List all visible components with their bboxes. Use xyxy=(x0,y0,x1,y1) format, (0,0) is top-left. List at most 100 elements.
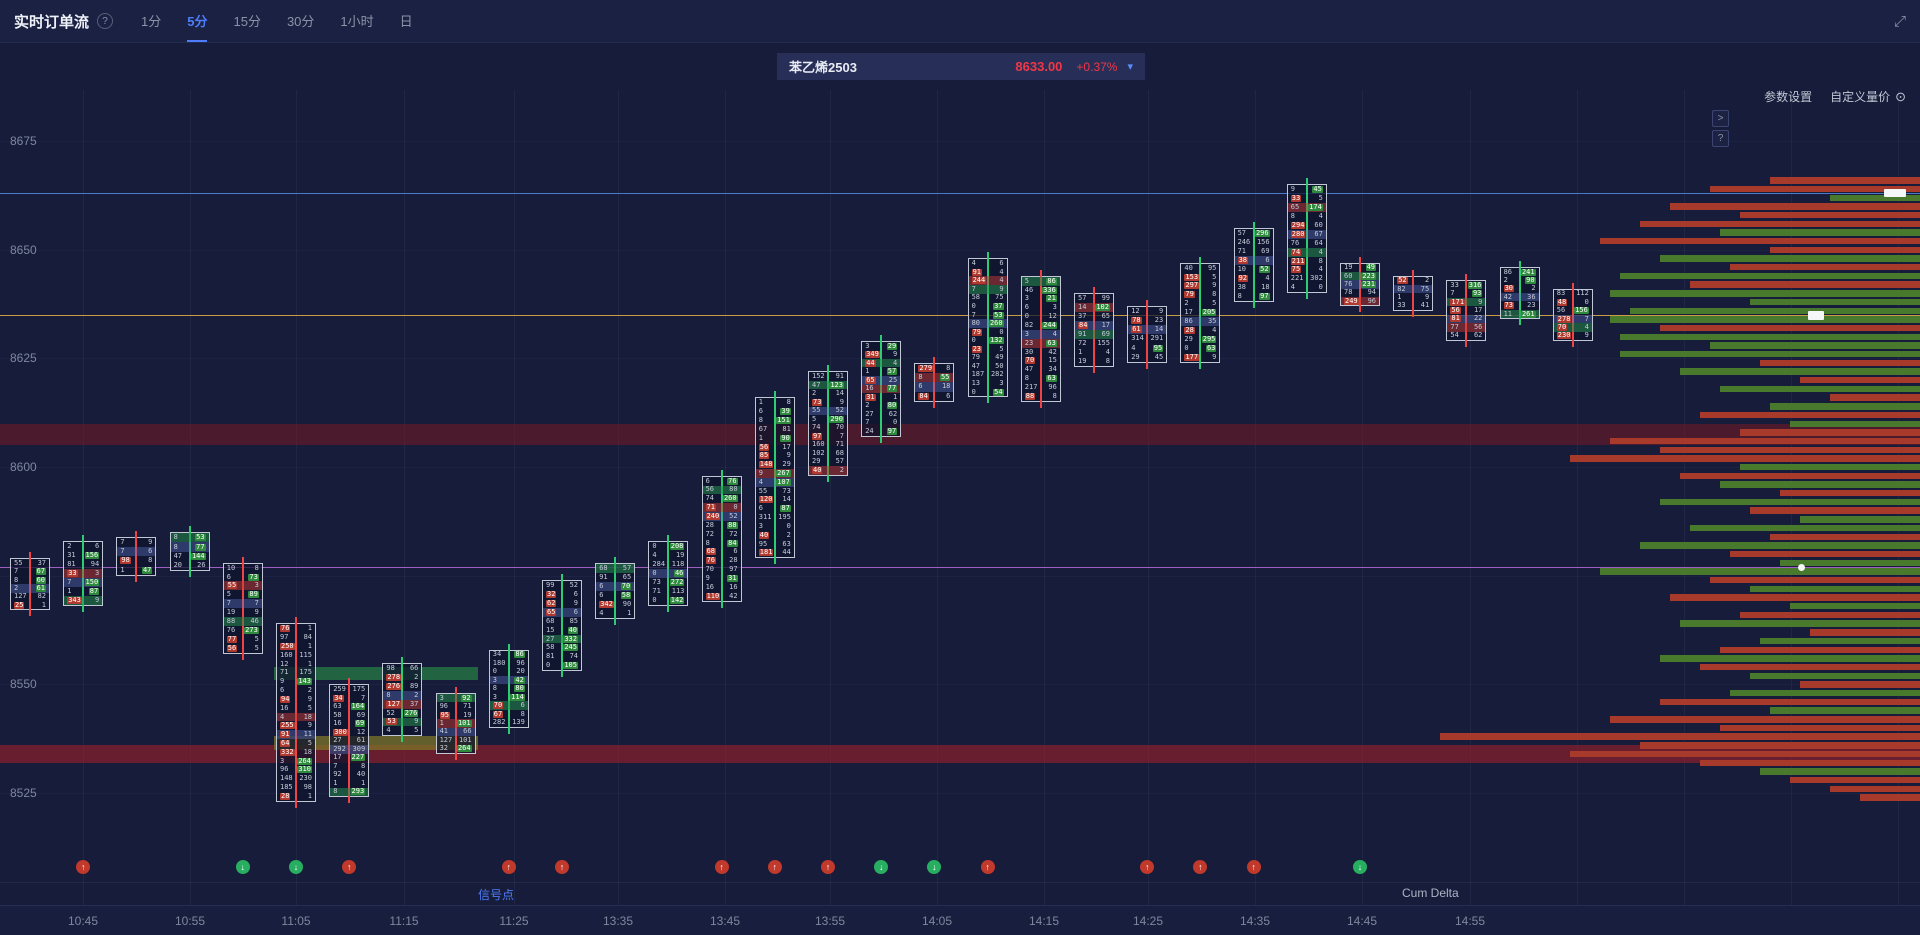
help-icon[interactable]: ? xyxy=(97,13,114,29)
timeframe-tab-5分[interactable]: 5分 xyxy=(187,0,208,42)
ask-volume: 45 xyxy=(1154,352,1164,361)
ask-volume: 80 xyxy=(886,401,898,410)
ask-volume: 90 xyxy=(780,433,791,442)
signal-marker[interactable]: ↑ xyxy=(555,860,569,874)
footprint-candle[interactable]: 6 76 56 80 74 260 71 0 240 52 28 88 72 72 8 84 68 6 76 28 70… xyxy=(701,469,742,608)
footprint-candle[interactable]: 55 37 7 67 8 60 2 61 127 82 25 1 xyxy=(10,552,50,617)
ask-volume: 2 xyxy=(1424,276,1430,285)
bid-volume: 1 xyxy=(439,718,444,727)
instrument-selector[interactable]: 苯乙烯2503 8633.00 +0.37% ▾ xyxy=(777,53,1145,80)
signal-marker[interactable]: ↑ xyxy=(76,860,91,874)
footprint-candle[interactable]: 152 91 47 123 2 14 73 9 55 52 5 290 74 70 97 7 160 71 102 6… xyxy=(808,365,848,482)
footprint-candle[interactable]: 40 95 153 5 297 9 79 8 2 5 17 205 86 35 28 4 29 295 0 63 177… xyxy=(1180,256,1221,369)
footprint-candle[interactable]: 0 208 4 19 284 118 0 46 73 272 71 113 0 142 xyxy=(648,534,689,613)
bid-volume: 3 xyxy=(758,521,764,530)
timeframe-tab-15分[interactable]: 15分 xyxy=(233,13,261,29)
signal-points-label[interactable]: 信号点 xyxy=(478,888,515,902)
signal-marker[interactable]: ↓ xyxy=(1353,860,1367,874)
bid-volume: 13 xyxy=(971,379,981,388)
footprint-candle[interactable]: 57 296 246 156 71 69 38 6 10 52 92 4 38 18 8 97 xyxy=(1233,221,1274,308)
footprint-candle[interactable]: 33 316 7 93 171 9 56 17 81 22 77 56 54 62 xyxy=(1446,274,1487,347)
candle-wick xyxy=(720,469,723,608)
footprint-candle[interactable]: 19 49 60 223 76 231 78 94 249 96 xyxy=(1340,256,1380,313)
signal-marker[interactable]: ↓ xyxy=(235,860,250,874)
signal-marker[interactable]: ↑ xyxy=(1193,860,1208,874)
timeframe-tab-1小时[interactable]: 1小时 xyxy=(340,13,374,29)
footprint-cell-row: 78 94 xyxy=(1341,289,1379,297)
footprint-candle[interactable]: 3 92 96 71 95 19 1 101 41 66 127 101 32 264 xyxy=(435,687,476,760)
footprint-cell-row: 31 156 xyxy=(64,551,102,560)
signal-marker[interactable]: ↓ xyxy=(874,860,889,874)
footprint-candle[interactable]: 76 1 97 84 250 1 160 115 12 1 71 175 9 143 6 2 94 9 16 5 4 18… xyxy=(276,617,316,808)
footprint-rows: 4 6 91 4 244 4 7 9 58 75 0 37 7 53 80 260 79 0 0 132 23 5 79 49… xyxy=(968,259,1007,396)
timeframe-tab-日[interactable]: 日 xyxy=(399,13,413,29)
footprint-candle[interactable]: 2 6 31 156 81 94 33 3 7 150 1 87 343 9 xyxy=(63,534,104,613)
settings-button[interactable]: 参数设置 xyxy=(1764,90,1813,104)
footprint-candle[interactable]: 83 112 48 0 56 156 278 7 70 4 230 9 xyxy=(1552,282,1593,347)
bid-volume: 85 xyxy=(758,451,770,460)
signal-marker[interactable]: ↓ xyxy=(289,860,303,874)
ask-volume: 29 xyxy=(782,460,791,469)
bid-volume: 1 xyxy=(758,398,764,407)
bid-volume: 343 xyxy=(67,596,82,605)
footprint-candle[interactable]: 86 241 2 90 30 2 42 36 73 23 11 261 xyxy=(1499,261,1540,326)
signal-marker[interactable]: ↑ xyxy=(767,860,782,874)
footprint-cell-row: 221 302 xyxy=(1288,274,1326,283)
ask-volume: 90 xyxy=(1525,276,1536,285)
ask-volume: 4 xyxy=(1318,212,1323,221)
footprint-candle[interactable]: 1 8 6 39 8 151 67 81 1 90 56 17 85 9 148 29 9 267 4 107 55 73… xyxy=(754,391,795,565)
footprint-candle[interactable]: 9 45 33 5 65 174 8 4 294 60 280 67 76 64 74 4 211 8 75 4 221… xyxy=(1286,178,1327,300)
footprint-candle[interactable]: 57 99 14 102 37 65 84 17 91 69 72 155 1 4 19 8 xyxy=(1074,287,1114,374)
panel-help-button[interactable]: ? xyxy=(1712,130,1729,147)
signal-marker[interactable]: ↑ xyxy=(342,860,357,874)
signal-marker[interactable]: ↑ xyxy=(714,860,729,874)
ask-volume: 4 xyxy=(1318,265,1323,274)
timeframe-tab-1分[interactable]: 1分 xyxy=(141,13,162,29)
zone-local-olive-zone xyxy=(274,736,478,750)
fullscreen-icon[interactable]: ⤢ xyxy=(1893,12,1906,30)
signal-marker[interactable]: ↑ xyxy=(980,860,995,874)
footprint-candle[interactable]: 12 9 78 23 61 14 314 291 4 95 29 45 xyxy=(1127,300,1168,369)
bid-volume: 10 xyxy=(1237,264,1247,273)
footprint-candle[interactable]: 68 57 91 65 6 70 6 58 342 90 4 1 xyxy=(595,556,636,626)
signal-marker[interactable]: ↑ xyxy=(1140,860,1155,874)
footprint-cell-row: 19 9 xyxy=(224,608,262,617)
chevron-down-icon[interactable]: ▾ xyxy=(1127,61,1133,73)
signal-marker[interactable]: ↑ xyxy=(821,860,835,874)
horizontal-gridline xyxy=(0,684,1920,686)
footprint-candle[interactable]: 34 86 180 96 0 20 3 42 8 80 3 114 70 6 67 8 282 139 xyxy=(488,643,529,734)
ask-volume: 19 xyxy=(675,550,685,559)
timeframe-tab-30分[interactable]: 30分 xyxy=(286,13,315,29)
signal-marker[interactable]: ↓ xyxy=(927,860,942,874)
footprint-candle[interactable]: 259 175 34 7 63 164 58 69 16 69 300 12 27 61 292 309 17 2… xyxy=(329,678,370,804)
signal-marker[interactable]: ↑ xyxy=(501,860,516,874)
bid-volume: 7 xyxy=(333,761,338,770)
cum-delta-bar xyxy=(1660,255,1920,262)
footprint-candle[interactable]: 10 8 6 73 55 3 5 89 7 7 19 9 88 46 76 273 77 5 56 5 xyxy=(222,556,263,660)
footprint-candle[interactable]: 99 52 32 6 62 9 65 6 68 85 15 40 27 332 58 245 81 74 0 105 xyxy=(542,574,582,678)
time-axis-label: 11:05 xyxy=(281,914,311,928)
footprint-rows: 98 66 278 2 276 89 8 2 127 37 52 276 53 9 4 5 xyxy=(383,664,422,736)
footprint-candle[interactable]: 5 86 46 336 3 21 6 3 0 12 82 244 3 4 23 63 30 42 70 15 47 34 8… xyxy=(1020,269,1061,408)
bid-volume: 221 xyxy=(1290,274,1304,283)
collapse-panel-button[interactable]: > xyxy=(1712,110,1729,127)
ask-volume: 72 xyxy=(729,529,738,538)
footprint-candle[interactable]: 4 6 91 4 244 4 7 9 58 75 0 37 7 53 80 260 79 0 0 132 23 5 79 49… xyxy=(967,252,1008,404)
footprint-candle[interactable]: 98 66 278 2 276 89 8 2 127 37 52 276 53 9 4 5 xyxy=(382,656,423,743)
footprint-candle[interactable]: 52 2 82 75 1 9 33 41 xyxy=(1393,269,1434,317)
ask-volume: 52 xyxy=(729,512,738,521)
custom-volume-price-button[interactable]: 自定义量价 ⊙ xyxy=(1830,88,1906,105)
footprint-cell-row: 96 71 xyxy=(437,702,475,710)
footprint-candle[interactable]: 7 9 7 6 98 8 1 47 xyxy=(116,530,157,582)
footprint-candle[interactable]: 3 29 349 9 44 4 1 57 65 25 16 77 31 1 2 80 27 62 7 0 24 97 xyxy=(861,334,902,443)
bid-volume: 29 xyxy=(1184,334,1193,343)
footprint-cell-row: 342 90 xyxy=(596,600,634,609)
signal-marker[interactable]: ↑ xyxy=(1246,860,1261,874)
ask-volume: 63 xyxy=(1046,338,1057,347)
footprint-candle[interactable]: 8 53 8 77 47 144 20 26 xyxy=(169,526,210,578)
cum-delta-bar xyxy=(1610,716,1920,723)
footprint-cell-row: 0 208 xyxy=(649,542,687,551)
footprint-candle[interactable]: 279 8 8 55 6 18 84 6 xyxy=(914,356,955,408)
